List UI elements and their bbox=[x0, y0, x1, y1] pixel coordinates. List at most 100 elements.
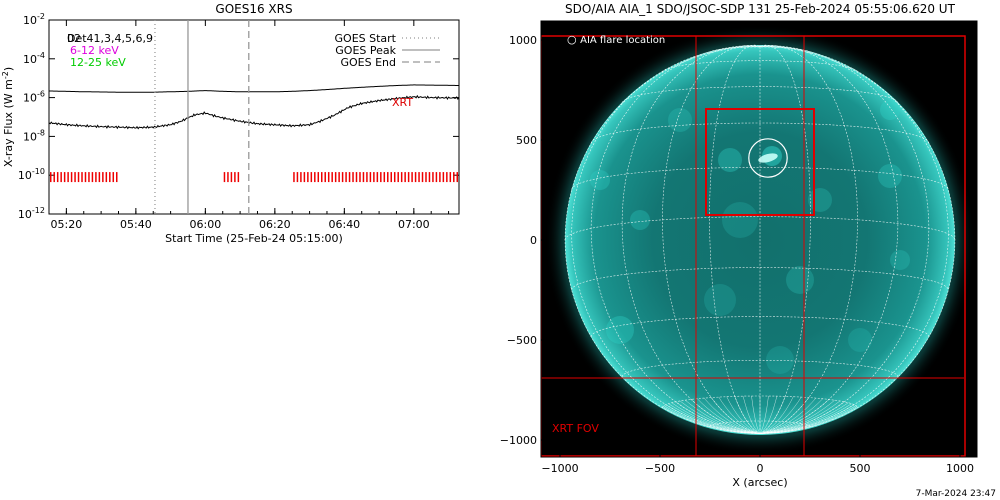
polar-meridian bbox=[697, 398, 761, 434]
goes-x-tick-label: 06:00 bbox=[190, 218, 222, 231]
polar-meridian bbox=[679, 400, 761, 434]
goes-marker-legend-label: GOES Peak bbox=[335, 44, 396, 57]
active-region bbox=[890, 250, 910, 270]
active-region bbox=[786, 266, 814, 294]
polar-meridian bbox=[759, 397, 817, 434]
aia-image bbox=[541, 21, 977, 457]
active-region bbox=[630, 210, 650, 230]
aia-plot-frame bbox=[540, 20, 978, 458]
polar-meridian bbox=[675, 401, 761, 434]
goes-series bbox=[48, 84, 460, 130]
active-region bbox=[590, 170, 610, 190]
goes-x-tick-label: 06:20 bbox=[259, 218, 291, 231]
aia-x-tick-label: −1000 bbox=[541, 462, 578, 475]
goes-y-tick-label: 10-8 bbox=[23, 128, 45, 143]
polar-meridian bbox=[734, 396, 761, 434]
goes-title: GOES16 XRS bbox=[215, 2, 292, 16]
active-region bbox=[722, 202, 758, 238]
goes-y-tick-label: 10-6 bbox=[23, 90, 45, 105]
latitude-line bbox=[571, 267, 949, 291]
polar-meridian bbox=[759, 407, 858, 434]
active-region bbox=[808, 188, 832, 212]
xrt-coverage bbox=[49, 172, 459, 183]
polar-meridian bbox=[759, 396, 778, 434]
polar-meridian bbox=[759, 402, 849, 434]
goes-y-axis-label: X-ray Flux (W m-2) bbox=[1, 67, 15, 167]
active-region bbox=[704, 284, 736, 316]
goes-x-tick-label: 07:00 bbox=[398, 218, 430, 231]
goes-series-line bbox=[49, 84, 459, 93]
polar-meridian bbox=[759, 395, 769, 434]
goes-ticks: 05:20 05:40 06:00 06:20 06:40 07:00 10-12 10-10… bbox=[18, 12, 459, 231]
goes-marker-legend-label: GOES End bbox=[340, 56, 396, 69]
heliographic-grid bbox=[564, 44, 956, 434]
polar-meridian bbox=[751, 395, 761, 434]
energy-band-legend: 02 Det41,3,4,5,6,9 6-12 keV 12-25 keV bbox=[67, 32, 153, 69]
polar-meridian bbox=[759, 396, 794, 434]
aia-x-tick-label: 500 bbox=[850, 462, 871, 475]
goes-x-tick-label: 06:40 bbox=[328, 218, 360, 231]
energy-band-3: 12-25 keV bbox=[70, 56, 126, 69]
active-region bbox=[606, 316, 634, 344]
goes-event-markers bbox=[154, 20, 250, 214]
active-region bbox=[668, 108, 692, 132]
longitude-line bbox=[662, 44, 761, 434]
aia-x-tick-label: −500 bbox=[645, 462, 675, 475]
goes-y-tick-label: 10-4 bbox=[23, 51, 45, 66]
polar-meridian bbox=[703, 397, 761, 434]
active-regions bbox=[590, 100, 910, 374]
polar-meridian bbox=[671, 402, 761, 434]
longitude-line bbox=[759, 44, 858, 434]
goes-series-line bbox=[48, 94, 460, 130]
aia-x-tick-label: 1000 bbox=[946, 462, 974, 475]
goes-y-tick-label: 10-2 bbox=[23, 12, 45, 27]
polar-meridian bbox=[742, 396, 761, 434]
active-region bbox=[718, 148, 742, 172]
goes-x-tick-label: 05:20 bbox=[51, 218, 83, 231]
polar-meridian bbox=[726, 396, 761, 434]
flare-core bbox=[758, 153, 778, 163]
aia-y-tick-label: 0 bbox=[530, 234, 537, 247]
date-stamp: 7-Mar-2024 23:47 bbox=[916, 489, 996, 499]
aia-y-tick-label: 500 bbox=[516, 134, 537, 147]
goes-y-tick-label: 10-12 bbox=[18, 206, 45, 221]
aia-x-axis-label: X (arcsec) bbox=[732, 476, 787, 489]
polar-meridian bbox=[690, 399, 761, 434]
goes-x-axis-label: Start Time (25-Feb-24 05:15:00) bbox=[165, 232, 343, 245]
active-region bbox=[878, 164, 902, 188]
energy-band-1: Det41,3,4,5,6,9 bbox=[67, 32, 153, 45]
latitude-line bbox=[621, 360, 899, 377]
active-region bbox=[766, 346, 794, 374]
polar-meridian bbox=[759, 396, 786, 434]
latitude-line bbox=[571, 166, 949, 190]
aia-y-tick-label: −500 bbox=[507, 334, 537, 347]
flare-zoom-box bbox=[705, 108, 815, 216]
xrt-coverage-label: XRT bbox=[392, 96, 413, 109]
aia-y-tick-label: 1000 bbox=[509, 34, 537, 47]
xrt-fov-label: XRT FOV bbox=[552, 422, 599, 435]
energy-band-overlap: 02 bbox=[67, 32, 81, 45]
xrt-fov-box bbox=[541, 35, 966, 457]
flare-location-circle bbox=[748, 138, 788, 178]
aia-title: SDO/AIA AIA_1 SDO/JSOC-SDP 131 25-Feb-20… bbox=[565, 2, 956, 16]
flare-marker-legend: ○ AIA flare location bbox=[567, 33, 665, 46]
polar-meridian bbox=[685, 400, 761, 434]
polar-meridian bbox=[711, 397, 761, 434]
polar-meridian bbox=[759, 398, 823, 434]
aia-y-tick-label: −1000 bbox=[500, 434, 537, 447]
polar-meridian bbox=[759, 399, 830, 434]
goes-x-tick-label: 05:40 bbox=[120, 218, 152, 231]
goes-y-tick-label: 10-10 bbox=[18, 167, 45, 182]
polar-meridian bbox=[759, 397, 809, 434]
active-region bbox=[848, 328, 872, 352]
aia-ticks: −1000 −500 0 500 1000 1000 500 0 −500 −1000 bbox=[500, 34, 974, 475]
aia-overlays bbox=[541, 35, 966, 457]
polar-meridian bbox=[759, 396, 802, 434]
energy-band-2: 6-12 keV bbox=[70, 44, 119, 57]
polar-meridian bbox=[668, 403, 761, 434]
aia-x-tick-label: 0 bbox=[757, 462, 764, 475]
goes-marker-legend-label: GOES Start bbox=[335, 32, 397, 45]
